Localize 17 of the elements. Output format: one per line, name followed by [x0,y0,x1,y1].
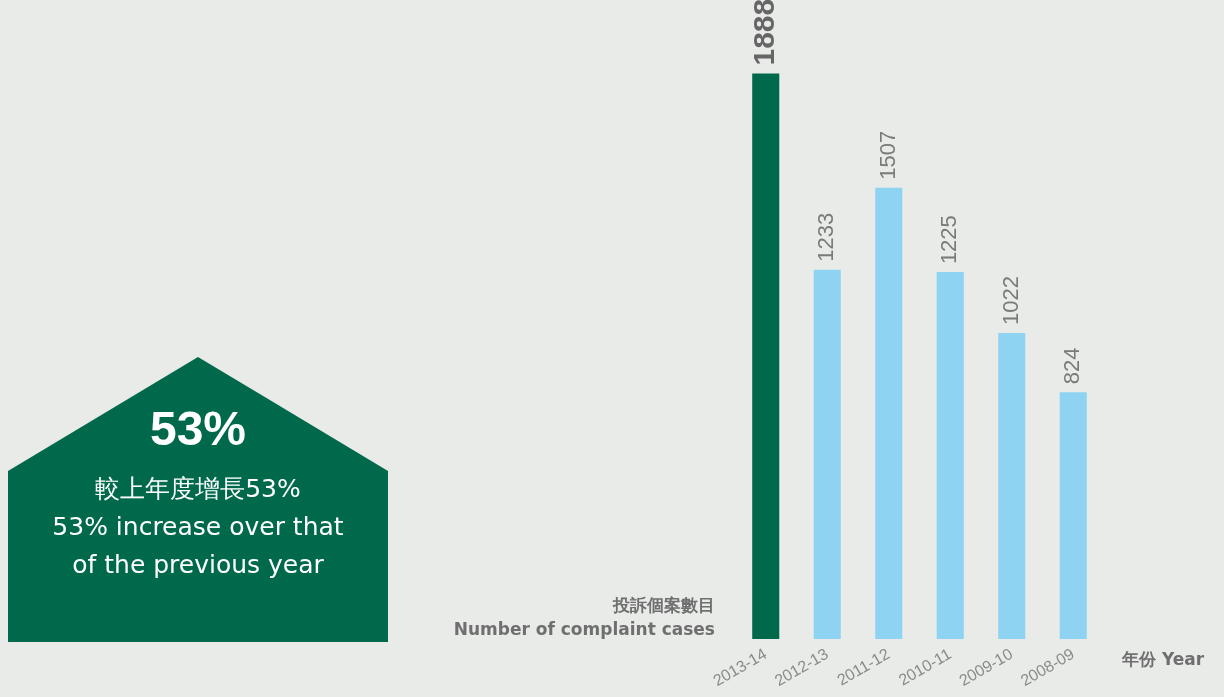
data-label: 1233 [813,212,839,262]
data-label: 1507 [874,130,900,180]
data-label: 824 [1059,347,1085,385]
x-axis-title: 年份 Year [1121,649,1205,670]
text: 53% increase over that of the previous year [51,511,345,581]
bar [813,269,841,640]
data-label: 1022 [997,275,1023,325]
bar [875,187,903,640]
data-label: 1225 [936,215,962,265]
bar [936,272,964,640]
bar [752,73,780,640]
y-axis-title: 投訴個案數目 Number of complaint cases [453,594,715,639]
bar [1059,392,1087,640]
bar [998,332,1026,640]
text: 較上年度增長53% [94,473,302,505]
data-label: 1888 [747,0,781,66]
text: 53% [148,401,248,457]
